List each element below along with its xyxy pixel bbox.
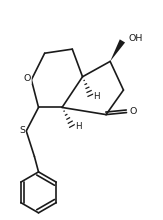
Polygon shape [110,39,125,61]
Text: S: S [19,126,25,136]
Text: O: O [130,107,137,116]
Text: H: H [75,122,82,131]
Text: H: H [94,92,100,101]
Text: OH: OH [129,34,143,43]
Text: O: O [24,74,31,83]
